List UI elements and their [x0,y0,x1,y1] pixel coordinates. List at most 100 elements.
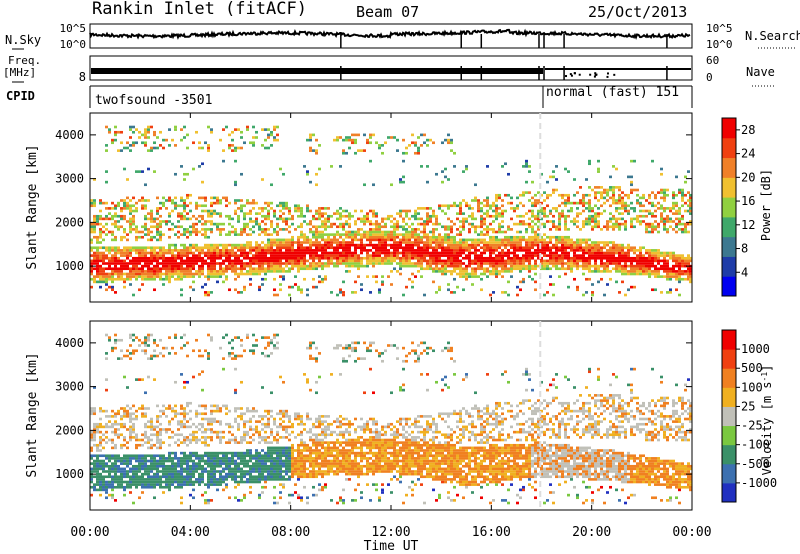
heatmap-cell [399,178,402,181]
heatmap-cell [516,238,519,242]
heatmap-cell [681,196,684,200]
heatmap-cell [672,251,675,255]
heatmap-cell [231,254,234,257]
heatmap-cell [183,217,186,221]
heatmap-cell [303,254,306,257]
colorbar-segment [722,276,736,297]
heatmap-cell [339,235,342,239]
heatmap-cell [234,254,237,257]
heatmap-cell [153,275,156,278]
heatmap-cell [321,243,324,247]
heatmap-cell [192,243,195,247]
heatmap-cell [243,214,246,218]
heatmap-cell [462,241,465,244]
heatmap-cell [237,220,240,223]
heatmap-cell [689,204,692,208]
heatmap-cell [114,225,117,229]
heatmap-cell [129,220,132,223]
heatmap-cell [255,220,258,223]
heatmap-cell [537,228,540,231]
heatmap-cell [474,217,477,221]
heatmap-cell [270,222,273,226]
heatmap-cell [615,207,618,210]
heatmap-cell [192,496,195,500]
heatmap-cell [108,472,111,476]
heatmap-cell [300,207,303,210]
heatmap-cell [339,246,342,250]
heatmap-cell [465,241,468,244]
heatmap-cell [348,270,351,273]
heatmap-cell [279,243,282,247]
heatmap-cell [105,436,108,439]
heatmap-cell [585,217,588,221]
heatmap-cell [366,141,369,145]
heatmap-cell [180,196,183,200]
heatmap-cell [108,249,111,252]
heatmap-cell [168,264,171,268]
heatmap-cell [168,336,171,339]
heatmap-cell [198,462,201,465]
heatmap-cell [138,270,141,273]
heatmap-cell [477,204,480,208]
heatmap-cell [321,230,324,234]
heatmap-cell [150,230,153,234]
heatmap-cell [324,256,327,260]
heatmap-cell [126,256,129,260]
heatmap-cell [546,193,549,197]
heatmap-cell [669,209,672,213]
heatmap-cell [525,228,528,231]
heatmap-cell [105,275,108,278]
heatmap-cell [144,415,147,418]
heatmap-cell [279,267,282,271]
heatmap-cell [522,214,525,218]
heatmap-cell [282,207,285,210]
heatmap-cell [453,267,456,271]
heatmap-cell [114,222,117,226]
heatmap-cell [534,264,537,268]
heatmap-cell [651,256,654,260]
heatmap-cell [414,141,417,145]
heatmap-cell [126,233,129,236]
heatmap-cell [222,249,225,252]
heatmap-cell [606,225,609,229]
heatmap-cell [159,409,162,413]
heatmap-cell [156,259,159,263]
heatmap-cell [312,230,315,234]
heatmap-cell [312,225,315,229]
heatmap-cell [153,256,156,260]
heatmap-cell [624,228,627,231]
heatmap-cell [243,212,246,215]
heatmap-cell [681,228,684,231]
heatmap-cell [444,233,447,236]
heatmap-cell [192,225,195,229]
heatmap-cell [102,488,105,492]
heatmap-cell [417,256,420,260]
heatmap-cell [126,275,129,278]
heatmap-cell [573,264,576,268]
heatmap-cell [174,454,177,458]
heatmap-cell [474,228,477,231]
heatmap-cell [378,262,381,265]
heatmap-cell [528,241,531,244]
heatmap-cell [93,488,96,492]
heatmap-cell [687,230,690,234]
heatmap-cell [303,235,306,239]
heatmap-cell [525,264,528,268]
heatmap-cell [195,217,198,221]
heatmap-cell [114,130,117,134]
heatmap-cell [411,262,414,265]
heatmap-cell [129,225,132,229]
heatmap-cell [507,270,510,273]
heatmap-cell [411,256,414,260]
heatmap-cell [432,251,435,255]
heatmap-cell [195,412,198,416]
heatmap-cell [555,262,558,265]
heatmap-cell [129,228,132,231]
heatmap-cell [549,241,552,244]
heatmap-cell [648,272,651,276]
heatmap-cell [555,188,558,192]
heatmap-cell [660,191,663,194]
heatmap-cell [108,217,111,221]
heatmap-cell [513,262,516,265]
heatmap-cell [237,214,240,218]
